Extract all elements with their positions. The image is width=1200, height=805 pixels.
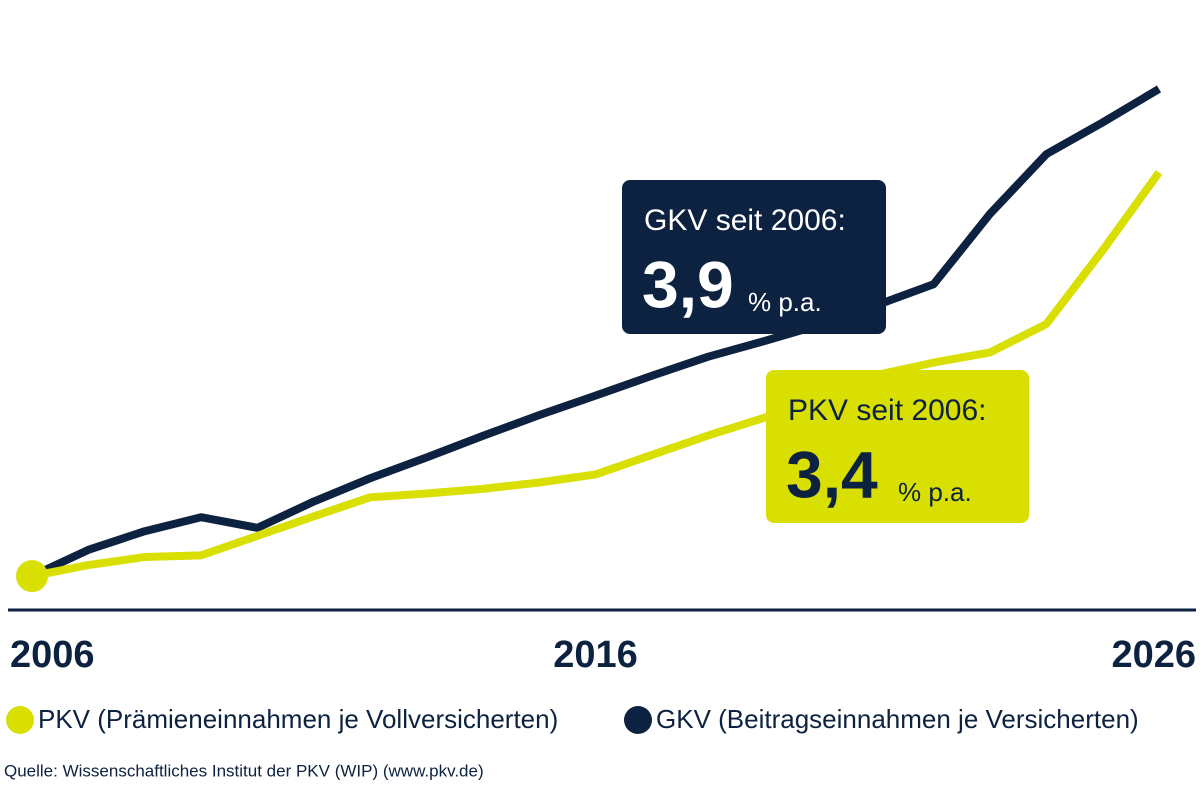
start-point [16,560,48,593]
x-tick-label: 2026 [1111,634,1196,676]
legend-label: PKV (Prämieneinnahmen je Vollversicherte… [38,704,558,734]
series-line [30,85,1162,580]
callout-value: 3,4 [786,437,878,511]
callout-unit: % p.a. [748,287,822,317]
plot-area [8,85,1196,612]
callout-box [622,180,886,334]
x-tick-label: 2006 [10,634,95,676]
callout-box [766,370,1029,523]
callout-label: PKV seit 2006: [788,394,986,427]
legend-swatch [624,706,652,734]
callout-unit: % p.a. [898,477,972,507]
gkv-callout: GKV seit 2006: 3,9 % p.a. [622,180,886,334]
pkv-callout: PKV seit 2006: 3,4 % p.a. [766,370,1029,523]
legend-swatch [6,706,34,734]
legend: PKV (Prämieneinnahmen je Vollversicherte… [6,704,1139,734]
callout-value: 3,9 [642,247,734,321]
callout-label: GKV seit 2006: [644,204,846,237]
series-line [31,170,1163,581]
x-tick-label: 2016 [553,634,638,676]
source: Quelle: Wissenschaftliches Institut der … [4,761,484,780]
legend-label: GKV (Beitragseinnahmen je Versicherten) [656,704,1139,734]
